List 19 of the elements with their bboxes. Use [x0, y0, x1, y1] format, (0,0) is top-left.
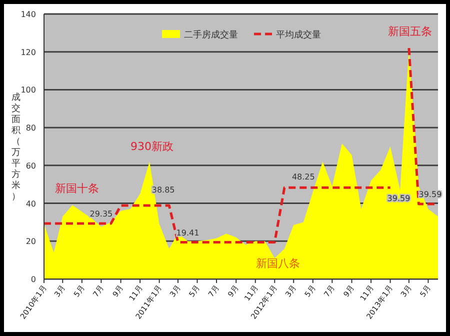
annotation: 新国八条	[256, 257, 300, 270]
data-label: 29.35	[90, 209, 113, 218]
legend-label: 二手房成交量	[184, 30, 238, 40]
legend-label: 平均成交量	[276, 30, 321, 40]
annotation: 新国十条	[55, 182, 99, 195]
y-tick-label: 20	[26, 237, 36, 246]
y-tick-label: 140	[20, 10, 36, 19]
data-label: 19.41	[176, 228, 200, 238]
y-tick-label: 0	[30, 275, 36, 284]
y-tick-label: 100	[20, 86, 36, 95]
y-tick-label: 40	[26, 199, 36, 208]
annotation: 新国五条	[388, 25, 432, 38]
data-label: 39.59	[387, 194, 410, 204]
data-label: 48.25	[292, 172, 315, 182]
y-tick-label: 120	[20, 48, 36, 57]
text: 成交面积（万平方米）	[12, 93, 20, 202]
y-tick-label: 80	[26, 124, 36, 133]
annotation: 930新政	[130, 140, 174, 153]
y-tick-label: 60	[26, 161, 36, 170]
